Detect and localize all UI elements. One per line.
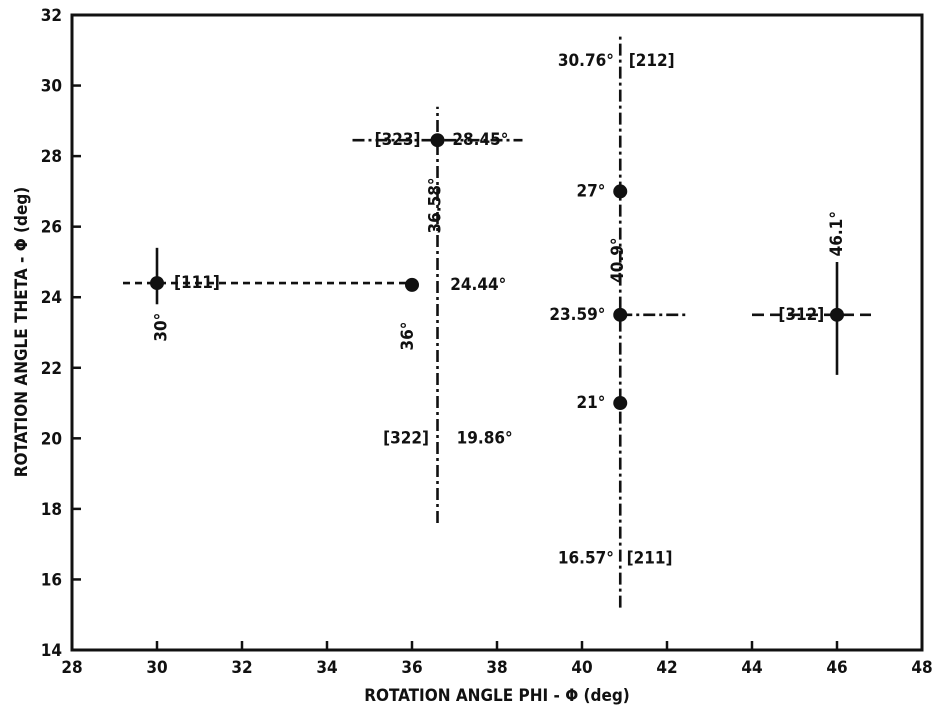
annotation-label: 27°: [576, 181, 605, 201]
data-point: [613, 184, 628, 199]
annotation-label: 36.58°: [425, 177, 445, 233]
x-axis-ticks: 28 30 32 34 36 38 40 42 44 46 48: [61, 641, 933, 678]
annotation-label: [322]: [383, 428, 429, 448]
data-point: [430, 133, 445, 148]
y-tick-label: 16: [41, 570, 62, 590]
data-point: [613, 307, 628, 322]
annotations: [111]30° 36° 24.44° [323] 28.45° 36.58° [322] 1…: [151, 51, 847, 568]
x-tick-label: 36: [401, 658, 422, 678]
y-tick-label: 14: [41, 641, 62, 661]
annotation-label: [212]: [629, 51, 675, 71]
annotation-label: 30.76°: [558, 51, 614, 71]
y-tick-label: 22: [41, 359, 62, 379]
y-axis-ticks: 14 16 18 20 22 24 26 28 30 32: [41, 6, 81, 661]
x-tick-label: 40: [571, 658, 592, 678]
y-tick-label: 26: [41, 218, 62, 238]
x-axis-label: ROTATION ANGLE PHI - Φ (deg): [364, 686, 630, 706]
plot-frame: [70, 13, 924, 652]
data-point: [830, 307, 844, 322]
data-point: [405, 277, 419, 292]
annotation-label: 28.45°: [452, 130, 508, 150]
annotation-label: 24.44°: [450, 275, 506, 295]
annotation-label: 40.9°: [608, 237, 628, 282]
y-axis-label: ROTATION ANGLE THETA - Φ (deg): [12, 187, 32, 478]
x-tick-label: 32: [231, 658, 252, 678]
annotation-label: [111]: [174, 273, 220, 293]
x-tick-label: 30: [146, 658, 167, 678]
x-tick-label: 34: [316, 658, 337, 678]
x-tick-label: 46: [826, 658, 847, 678]
y-tick-label: 32: [41, 6, 62, 26]
x-tick-label: 28: [61, 658, 82, 678]
annotation-label: 19.86°: [457, 428, 513, 448]
x-tick-label: 42: [656, 658, 677, 678]
annotation-label: 46.1°: [827, 211, 847, 256]
y-tick-label: 30: [41, 77, 62, 97]
annotation-label: 16.57°: [558, 548, 614, 568]
annotation-label: [323]: [375, 130, 421, 150]
y-tick-label: 24: [41, 288, 62, 308]
data-point: [150, 276, 164, 291]
y-tick-label: 18: [41, 500, 62, 520]
annotation-label: 30°: [151, 313, 171, 342]
annotation-label: [211]: [627, 548, 673, 568]
data-points: [150, 133, 844, 411]
data-point: [613, 396, 628, 411]
x-tick-label: 44: [741, 658, 762, 678]
annotation-label: [312]: [778, 305, 824, 325]
y-tick-label: 28: [41, 147, 62, 167]
dashed-lines: [123, 36, 871, 608]
y-tick-label: 20: [41, 429, 62, 449]
x-tick-label: 48: [911, 658, 932, 678]
annotation-label: 21°: [576, 393, 605, 413]
annotation-label: 36°: [398, 322, 418, 351]
annotation-label: 23.59°: [549, 305, 605, 325]
x-tick-label: 38: [486, 658, 507, 678]
